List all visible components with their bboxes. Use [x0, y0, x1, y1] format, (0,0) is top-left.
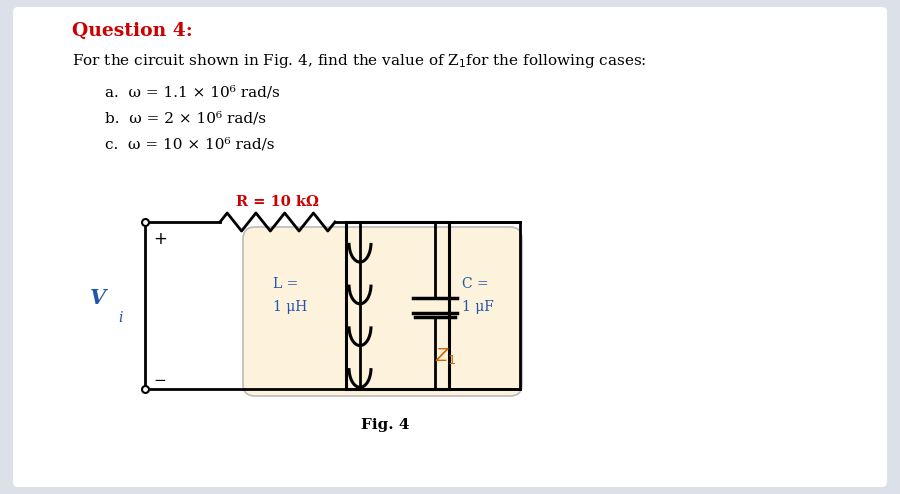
Text: C =: C =	[462, 277, 489, 290]
Text: b.  ω = 2 × 10⁶ rad/s: b. ω = 2 × 10⁶ rad/s	[105, 112, 266, 126]
Text: L =: L =	[273, 277, 298, 290]
Text: a.  ω = 1.1 × 10⁶ rad/s: a. ω = 1.1 × 10⁶ rad/s	[105, 86, 280, 100]
FancyBboxPatch shape	[13, 7, 887, 487]
FancyBboxPatch shape	[243, 227, 522, 396]
Text: −: −	[153, 373, 166, 388]
Text: Question 4:: Question 4:	[72, 22, 193, 40]
Text: R = 10 kΩ: R = 10 kΩ	[236, 195, 319, 209]
Text: 1 μF: 1 μF	[462, 300, 494, 315]
Text: $Z_1$: $Z_1$	[435, 346, 456, 366]
Text: For the circuit shown in Fig. 4, find the value of Z$_1$for the following cases:: For the circuit shown in Fig. 4, find th…	[72, 52, 646, 70]
Text: 1 μH: 1 μH	[273, 300, 307, 315]
Text: V: V	[90, 288, 106, 307]
Text: i: i	[118, 311, 122, 325]
Text: +: +	[153, 230, 166, 248]
Text: Fig. 4: Fig. 4	[361, 418, 410, 432]
Text: c.  ω = 10 × 10⁶ rad/s: c. ω = 10 × 10⁶ rad/s	[105, 138, 274, 152]
